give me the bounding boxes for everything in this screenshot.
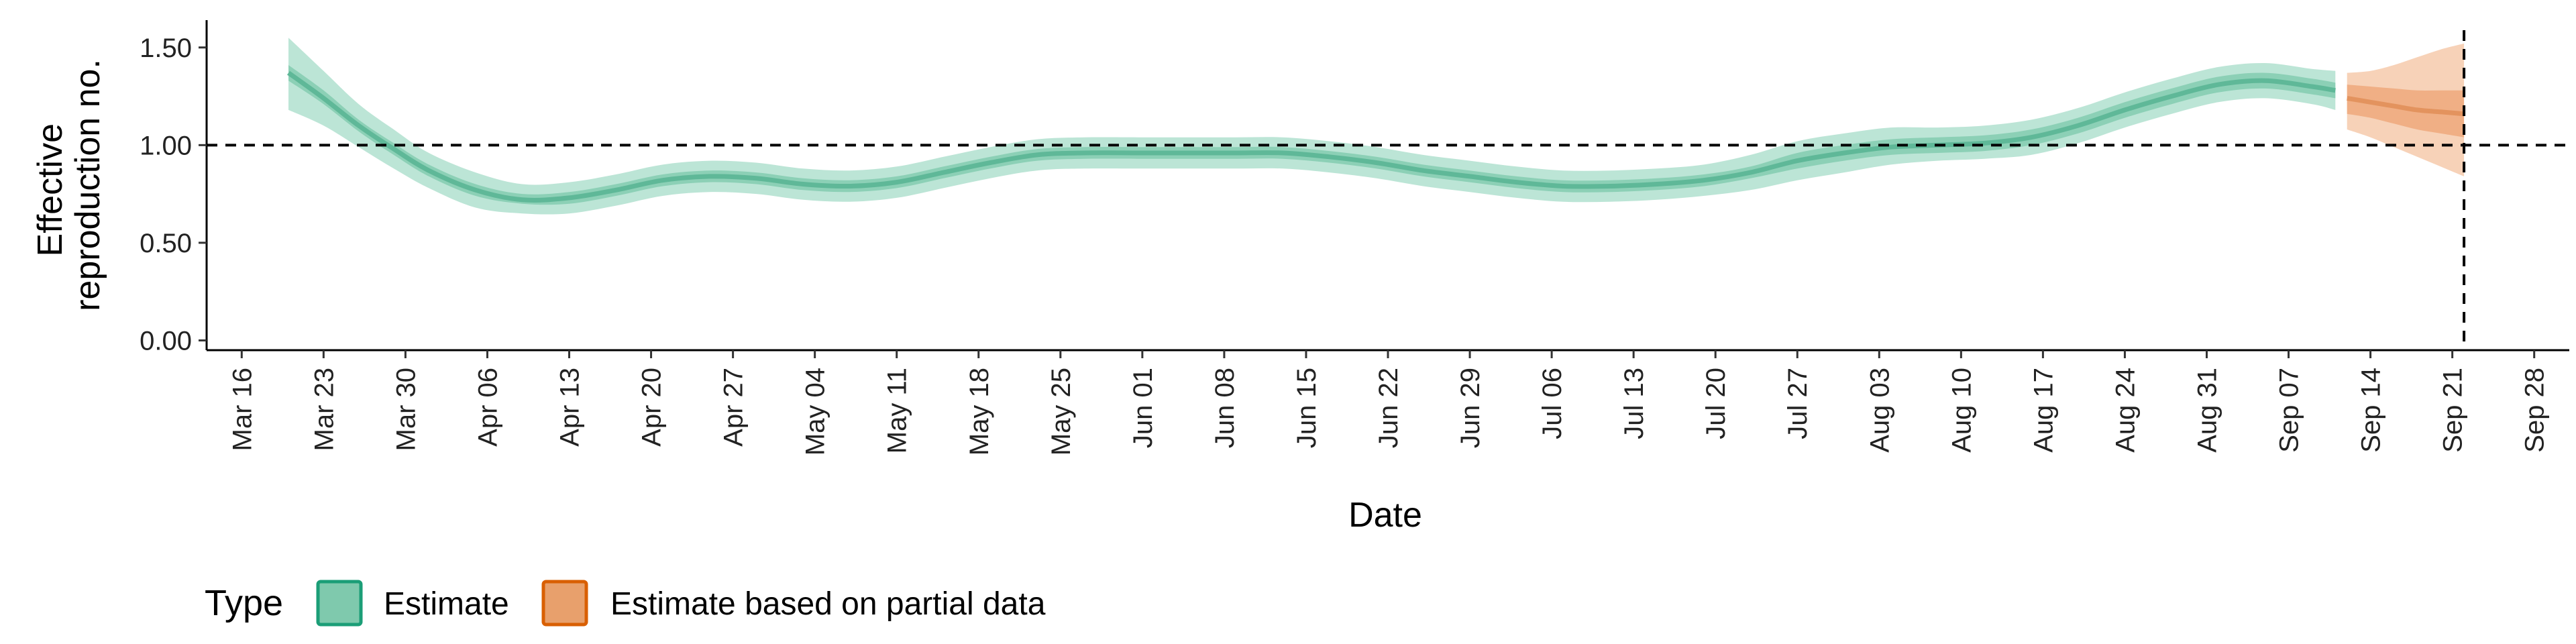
x-axis-ticks: Mar 16 Mar 23 Mar 30 Apr 06 Apr 13 Apr 20 Apr …: [227, 350, 2550, 455]
y-axis-title: Effective reproduction no.: [31, 59, 107, 311]
x-tick-label: Mar 30: [391, 368, 421, 451]
band-inner-1: [2347, 85, 2465, 138]
x-tick-label: May 18: [965, 368, 994, 455]
legend-key-estimate: [316, 580, 363, 627]
x-tick-label: May 25: [1046, 368, 1076, 455]
reference-lines: [207, 30, 2569, 350]
x-tick-label: Jun 01: [1128, 368, 1158, 448]
x-tick-label: Mar 16: [227, 368, 257, 451]
x-tick-label: May 11: [883, 368, 912, 453]
x-tick-label: Sep 28: [2520, 368, 2550, 453]
band-outer-0: [288, 38, 2336, 215]
y-tick-label: 0.50: [140, 229, 192, 258]
x-tick-label: Jun 08: [1210, 368, 1240, 448]
x-tick-label: Aug 17: [2029, 368, 2058, 453]
x-axis-title: Date: [1348, 496, 1422, 535]
y-tick-label: 1.50: [140, 34, 192, 63]
legend-title: Type: [205, 583, 283, 623]
x-tick-label: Sep 14: [2357, 368, 2386, 453]
x-tick-label: Aug 31: [2193, 368, 2222, 453]
x-tick-label: Jun 22: [1374, 368, 1403, 448]
legend-label-partial: Estimate based on partial data: [610, 586, 1046, 622]
y-tick-label: 0.00: [140, 326, 192, 356]
x-tick-label: Jul 20: [1701, 368, 1731, 439]
x-tick-label: Apr 20: [637, 368, 667, 447]
x-tick-label: Jul 27: [1783, 368, 1813, 439]
x-tick-label: Apr 13: [555, 368, 585, 447]
legend-key-partial: [541, 580, 588, 627]
x-tick-label: Aug 10: [1947, 368, 1976, 453]
median-line-1: [2347, 95, 2465, 117]
y-axis-title-line-2: reproduction no.: [68, 59, 107, 311]
x-tick-label: Apr 06: [474, 368, 503, 447]
x-tick-label: Jul 13: [1619, 368, 1649, 439]
x-tick-label: Mar 23: [309, 368, 339, 451]
x-tick-label: Jun 15: [1292, 368, 1322, 448]
median-line-0: [286, 70, 2336, 203]
x-tick-label: Apr 27: [719, 368, 749, 447]
y-tick-label: 1.00: [140, 131, 192, 160]
x-tick-label: May 04: [801, 368, 830, 455]
x-tick-label: Aug 24: [2110, 368, 2140, 453]
x-tick-label: Sep 21: [2438, 368, 2468, 453]
y-axis-ticks: 0.00 0.50 1.00 1.50: [140, 34, 207, 356]
uncertainty-bands: [286, 38, 2465, 215]
legend-label-estimate: Estimate: [384, 586, 509, 622]
legend: Type Estimate Estimate based on partial …: [205, 580, 1046, 627]
x-tick-label: Jul 06: [1538, 368, 1567, 439]
x-tick-label: Sep 07: [2275, 368, 2304, 453]
band-inner-0: [288, 65, 2336, 205]
x-tick-label: Jun 29: [1456, 368, 1485, 448]
y-axis-title-line-1: Effective: [31, 123, 70, 256]
x-tick-label: Aug 03: [1865, 368, 1894, 453]
